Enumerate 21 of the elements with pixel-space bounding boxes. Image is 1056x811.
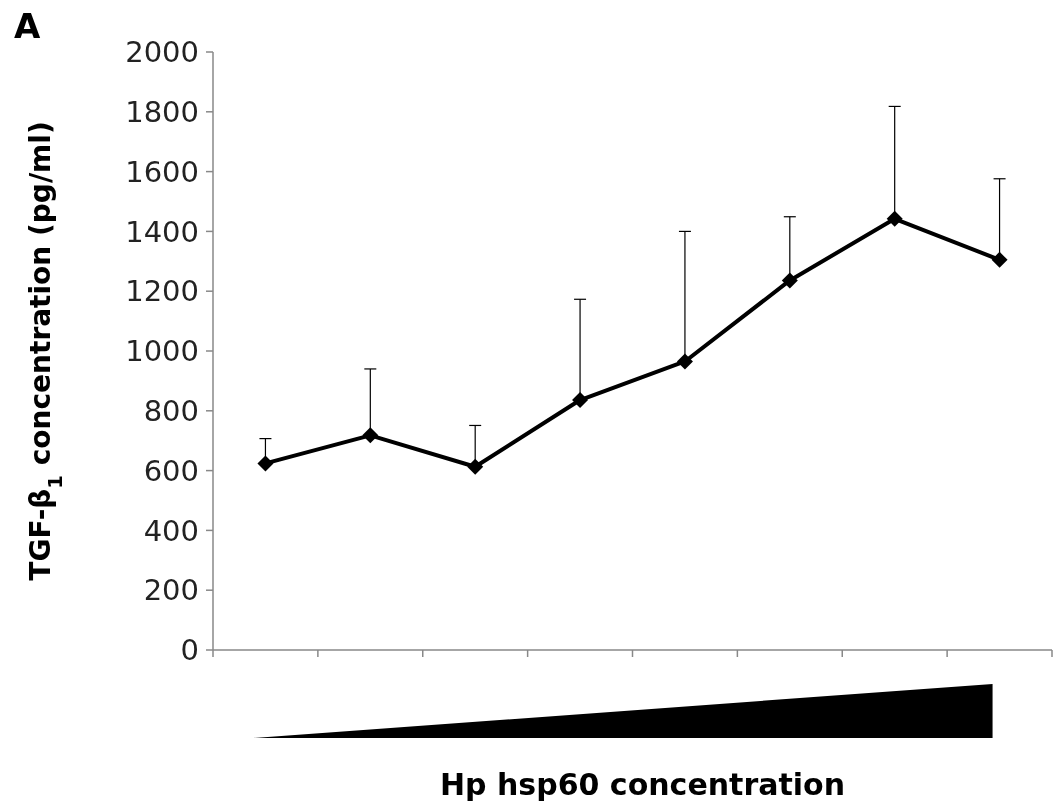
y-tick-label: 1800	[125, 94, 199, 129]
y-tick-label: 400	[143, 513, 199, 548]
y-tick-label: 1200	[125, 274, 199, 309]
chart-title: A	[14, 6, 41, 46]
point	[676, 353, 693, 370]
y-tick-label: 0	[180, 633, 199, 668]
point	[781, 272, 798, 289]
x-axis-title: Hp hsp60 concentration	[439, 767, 846, 802]
y-tick-label: 200	[143, 573, 199, 608]
point	[991, 251, 1008, 268]
y-tick-label: 1600	[125, 154, 199, 189]
y-tick-label: 1400	[125, 214, 199, 249]
y-tick-label: 600	[143, 453, 199, 488]
point	[467, 458, 484, 475]
point	[886, 210, 903, 227]
y-tick-label: 800	[143, 393, 199, 428]
point	[257, 455, 274, 472]
point	[572, 392, 589, 409]
point	[362, 427, 379, 444]
y-tick-label: 1000	[125, 334, 199, 369]
y-tick-label: 2000	[125, 35, 199, 70]
